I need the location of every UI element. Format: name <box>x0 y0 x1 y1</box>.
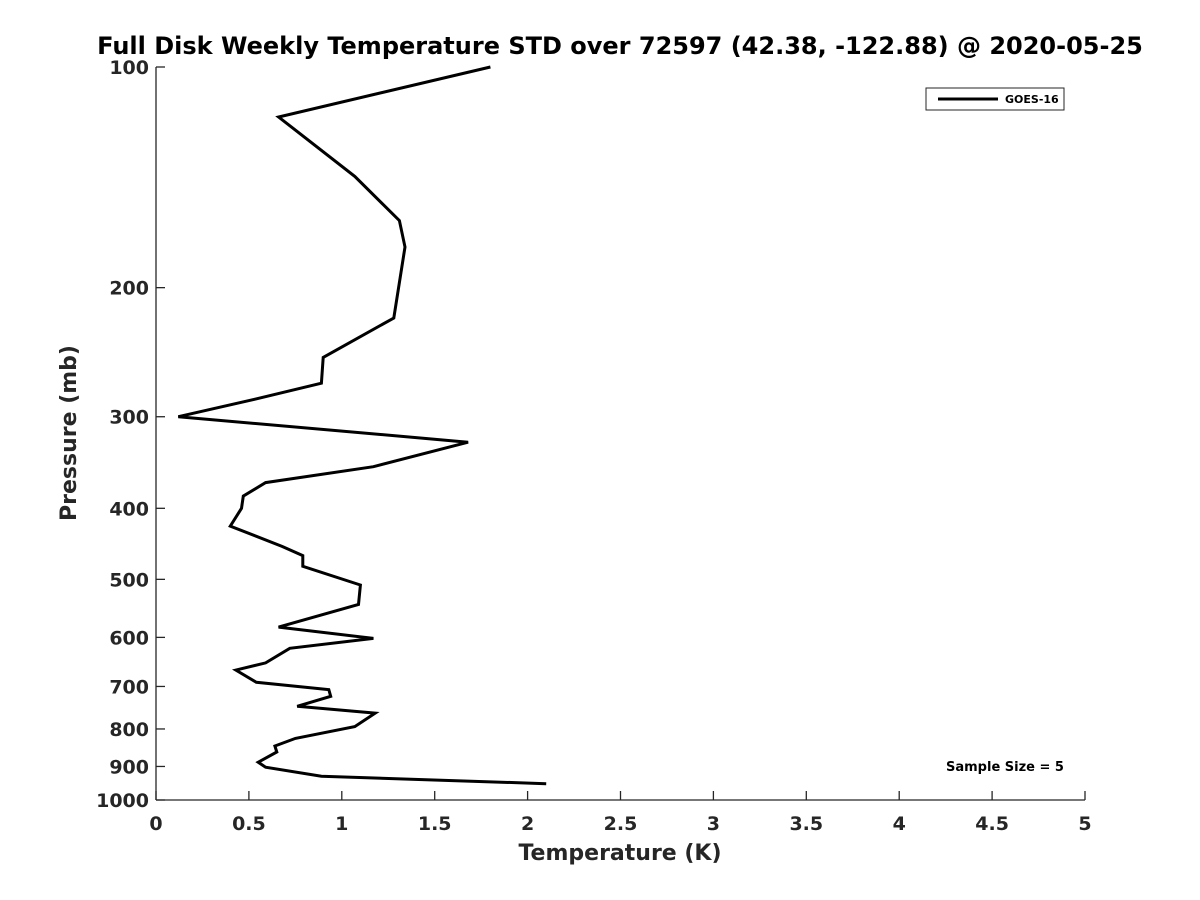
y-tick-label: 200 <box>109 278 149 300</box>
x-tick-label: 2 <box>521 813 534 835</box>
y-tick-label: 400 <box>109 498 149 520</box>
x-tick-label: 5 <box>1078 813 1091 835</box>
x-tick-label: 2.5 <box>604 813 638 835</box>
y-tick-label: 900 <box>109 756 149 778</box>
x-tick-label: 0 <box>149 813 162 835</box>
y-tick-label: 1000 <box>96 790 149 812</box>
y-axis-label: Pressure (mb) <box>57 345 82 521</box>
x-tick-label: 3.5 <box>789 813 823 835</box>
y-tick-label: 600 <box>109 627 149 649</box>
x-tick-label: 4 <box>893 813 906 835</box>
x-axis-label: Temperature (K) <box>518 841 721 866</box>
legend-entry: GOES-16 <box>1005 93 1059 106</box>
y-tick-label: 800 <box>109 719 149 741</box>
series-line-goes-16 <box>177 65 547 786</box>
y-tick-label: 300 <box>109 407 149 429</box>
x-tick-label: 4.5 <box>975 813 1009 835</box>
sample-size-annotation: Sample Size = 5 <box>946 760 1064 775</box>
y-axis-ticks: 100 200 300 400 500 600 700 800 900 1000 <box>96 57 165 812</box>
x-tick-label: 1.5 <box>418 813 452 835</box>
y-tick-label: 500 <box>109 569 149 591</box>
legend: GOES-16 <box>925 87 1065 111</box>
series-layer <box>177 65 547 786</box>
x-axis-ticks: 0 0.5 1 1.5 2 2.5 3 3.5 4 4.5 5 <box>149 791 1092 835</box>
x-tick-label: 3 <box>707 813 720 835</box>
x-tick-label: 1 <box>335 813 348 835</box>
y-tick-label: 700 <box>109 676 149 698</box>
y-tick-label: 100 <box>109 57 149 79</box>
x-tick-label: 0.5 <box>232 813 266 835</box>
chart-title: Full Disk Weekly Temperature STD over 72… <box>97 32 1143 60</box>
